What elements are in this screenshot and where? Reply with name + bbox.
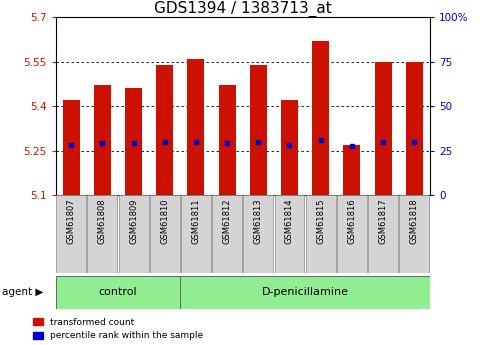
Bar (250, 65, 267, 195)
Bar (56, 276, 180, 309)
Bar (180, 276, 430, 309)
Bar (56, 195, 86, 273)
Bar (406, 62, 423, 195)
Bar (87, 195, 117, 273)
Bar (94, 85, 111, 195)
Bar (306, 195, 336, 273)
Bar (63, 100, 80, 195)
Text: control: control (99, 287, 137, 297)
Bar (343, 145, 360, 195)
Text: GSM61816: GSM61816 (347, 198, 356, 244)
Text: D-penicillamine: D-penicillamine (262, 287, 349, 297)
Bar (374, 62, 392, 195)
Text: agent ▶: agent ▶ (2, 287, 44, 297)
Bar (399, 195, 429, 273)
Bar (312, 41, 329, 195)
Title: GDS1394 / 1383713_at: GDS1394 / 1383713_at (154, 1, 332, 17)
Text: GSM61812: GSM61812 (223, 198, 232, 244)
Bar (337, 195, 367, 273)
Bar (181, 195, 211, 273)
Bar (150, 195, 180, 273)
Bar (118, 195, 148, 273)
Text: GSM61814: GSM61814 (285, 198, 294, 244)
Bar (125, 88, 142, 195)
Legend: transformed count, percentile rank within the sample: transformed count, percentile rank withi… (33, 318, 203, 341)
Bar (368, 195, 398, 273)
Bar (218, 85, 236, 195)
Bar (187, 59, 204, 195)
Text: GSM61807: GSM61807 (67, 198, 76, 244)
Text: GSM61808: GSM61808 (98, 198, 107, 244)
Bar (281, 100, 298, 195)
Text: GSM61817: GSM61817 (379, 198, 387, 244)
Bar (243, 195, 273, 273)
Text: GSM61815: GSM61815 (316, 198, 325, 244)
Bar (274, 195, 304, 273)
Text: GSM61813: GSM61813 (254, 198, 263, 244)
Bar (212, 195, 242, 273)
Bar (156, 65, 173, 195)
Text: GSM61809: GSM61809 (129, 198, 138, 244)
Text: GSM61818: GSM61818 (410, 198, 419, 244)
Text: GSM61810: GSM61810 (160, 198, 169, 244)
Text: GSM61811: GSM61811 (191, 198, 200, 244)
